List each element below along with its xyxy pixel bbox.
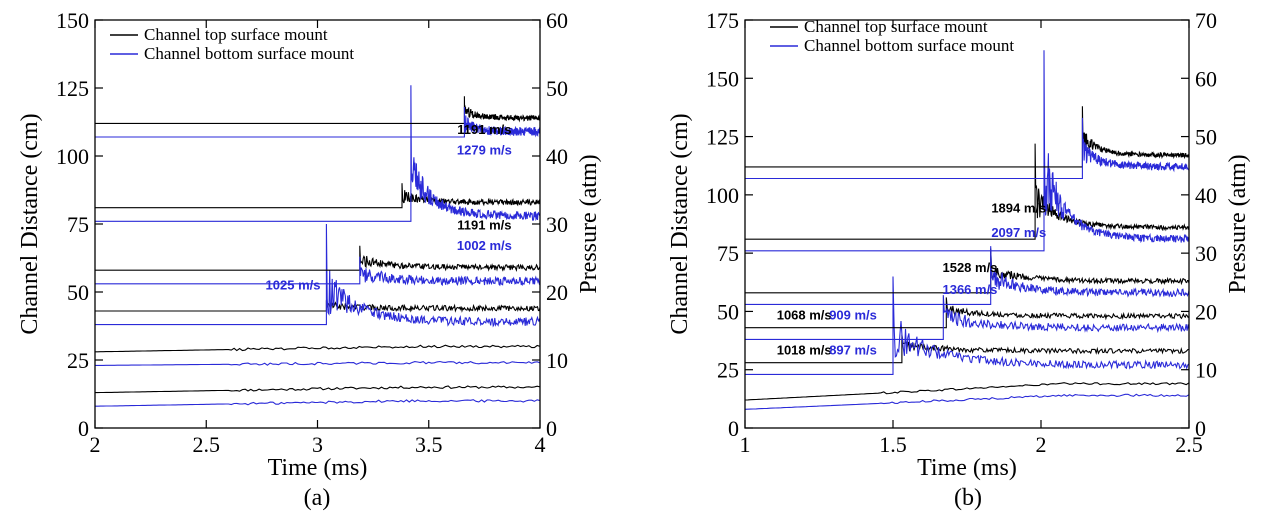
series-line-bottom-mount [95,223,540,328]
panel-b-chart: 1 1.5 2 2.502550751001251501750102030405060… [667,8,1251,511]
series-line-top-mount [745,334,1189,364]
x-axis-label: Time (ms) [917,455,1017,481]
speed-annotation: 909 m/s [829,308,877,323]
y2-tick-label: 50 [546,76,568,101]
speed-annotation: 897 m/s [829,343,877,358]
y-tick-label: 150 [706,66,739,91]
series-line-top-mount [745,248,1189,294]
legend-entry: Channel bottom surface mount [804,36,1014,55]
series-line-bottom-mount [745,276,1189,375]
y-tick-label: 0 [78,416,89,441]
series-line-bottom-mount [95,360,540,366]
y-tick-label: 100 [56,144,89,169]
panel-a-chart: 2 2.5 3 3.5 402550751001251500102030405060Ti… [17,8,602,511]
y-tick-label: 100 [706,183,739,208]
y-tick-label: 175 [706,8,739,33]
speed-annotation: 1279 m/s [457,143,512,158]
speed-annotation: 1002 m/s [457,238,512,253]
y2-tick-label: 50 [1195,125,1217,150]
series-line-top-mount [745,382,1189,401]
speed-annotation: 1528 m/s [942,260,997,275]
y-tick-label: 50 [67,280,89,305]
plot-frame [744,19,1190,429]
y-tick-label: 0 [728,416,739,441]
speed-annotation: 1894 m/s [991,200,1046,215]
series-line-bottom-mount [745,117,1189,180]
x-tick-label: 2 [1036,432,1047,457]
series-line-top-mount [95,344,540,353]
y2-tick-label: 0 [546,416,557,441]
x-tick-label: 3 [312,432,323,457]
series-line-top-mount [95,96,540,124]
series-line-top-mount [745,297,1189,329]
y2-tick-label: 60 [1195,66,1217,91]
y2-axis-label: Pressure (atm) [576,154,602,293]
x-tick-label: 1 [740,432,751,457]
series-line-top-mount [95,245,540,273]
legend-entry: Channel top surface mount [804,17,988,36]
y-tick-label: 75 [67,212,89,237]
speed-annotation: 1191 m/s [457,217,511,232]
x-axis-label: Time (ms) [268,455,368,481]
series-line-bottom-mount [95,256,540,287]
series-line-bottom-mount [95,85,540,222]
series-line-top-mount [95,183,540,209]
legend-entry: Channel bottom surface mount [144,44,354,63]
x-tick-label: 2.5 [193,432,221,457]
y2-tick-label: 0 [1195,416,1206,441]
panel-caption: (a) [304,485,331,511]
y2-tick-label: 30 [1195,241,1217,266]
speed-annotation: 1366 m/s [942,282,997,297]
legend-entry: Channel top surface mount [144,25,328,44]
y2-tick-label: 70 [1195,8,1217,33]
y2-tick-label: 40 [1195,183,1217,208]
speed-annotation: 1018 m/s [777,343,832,358]
y2-tick-label: 20 [1195,299,1217,324]
x-tick-label: 2.5 [1175,432,1203,457]
y2-tick-label: 60 [546,8,568,33]
series-line-bottom-mount [745,393,1189,410]
series-line-top-mount [745,143,1189,240]
series-line-top-mount [95,300,540,313]
y-tick-label: 25 [717,358,739,383]
y2-axis-label: Pressure (atm) [1225,154,1251,293]
y2-tick-label: 10 [1195,358,1217,383]
series-line-bottom-mount [745,246,1189,305]
series-line-bottom-mount [95,399,540,407]
speed-annotation: 1068 m/s [777,308,832,323]
y2-tick-label: 20 [546,280,568,305]
series-line-top-mount [95,385,540,394]
speed-annotation: 1191 m/s [457,122,511,137]
y-tick-label: 150 [56,8,89,33]
y-tick-label: 125 [706,125,739,150]
panel-caption: (b) [954,485,982,511]
y-tick-label: 25 [67,348,89,373]
y-tick-label: 50 [717,299,739,324]
y-axis-label: Channel Distance (cm) [667,113,693,334]
series-line-bottom-mount [745,50,1189,252]
series-line-bottom-mount [95,106,540,138]
x-tick-label: 3.5 [415,432,443,457]
y-axis-label: Channel Distance (cm) [17,113,43,334]
x-tick-label: 4 [535,432,546,457]
series-line-top-mount [745,106,1189,168]
series-line-bottom-mount [745,295,1189,340]
x-tick-label: 2 [90,432,101,457]
speed-annotation: 1025 m/s [266,277,321,292]
y2-tick-label: 30 [546,212,568,237]
y2-tick-label: 10 [546,348,568,373]
y-tick-label: 75 [717,241,739,266]
series-group [745,50,1189,410]
speed-annotation: 2097 m/s [991,225,1046,240]
y-tick-label: 125 [56,76,89,101]
y2-tick-label: 40 [546,144,568,169]
series-group [95,85,540,407]
x-tick-label: 1.5 [879,432,907,457]
